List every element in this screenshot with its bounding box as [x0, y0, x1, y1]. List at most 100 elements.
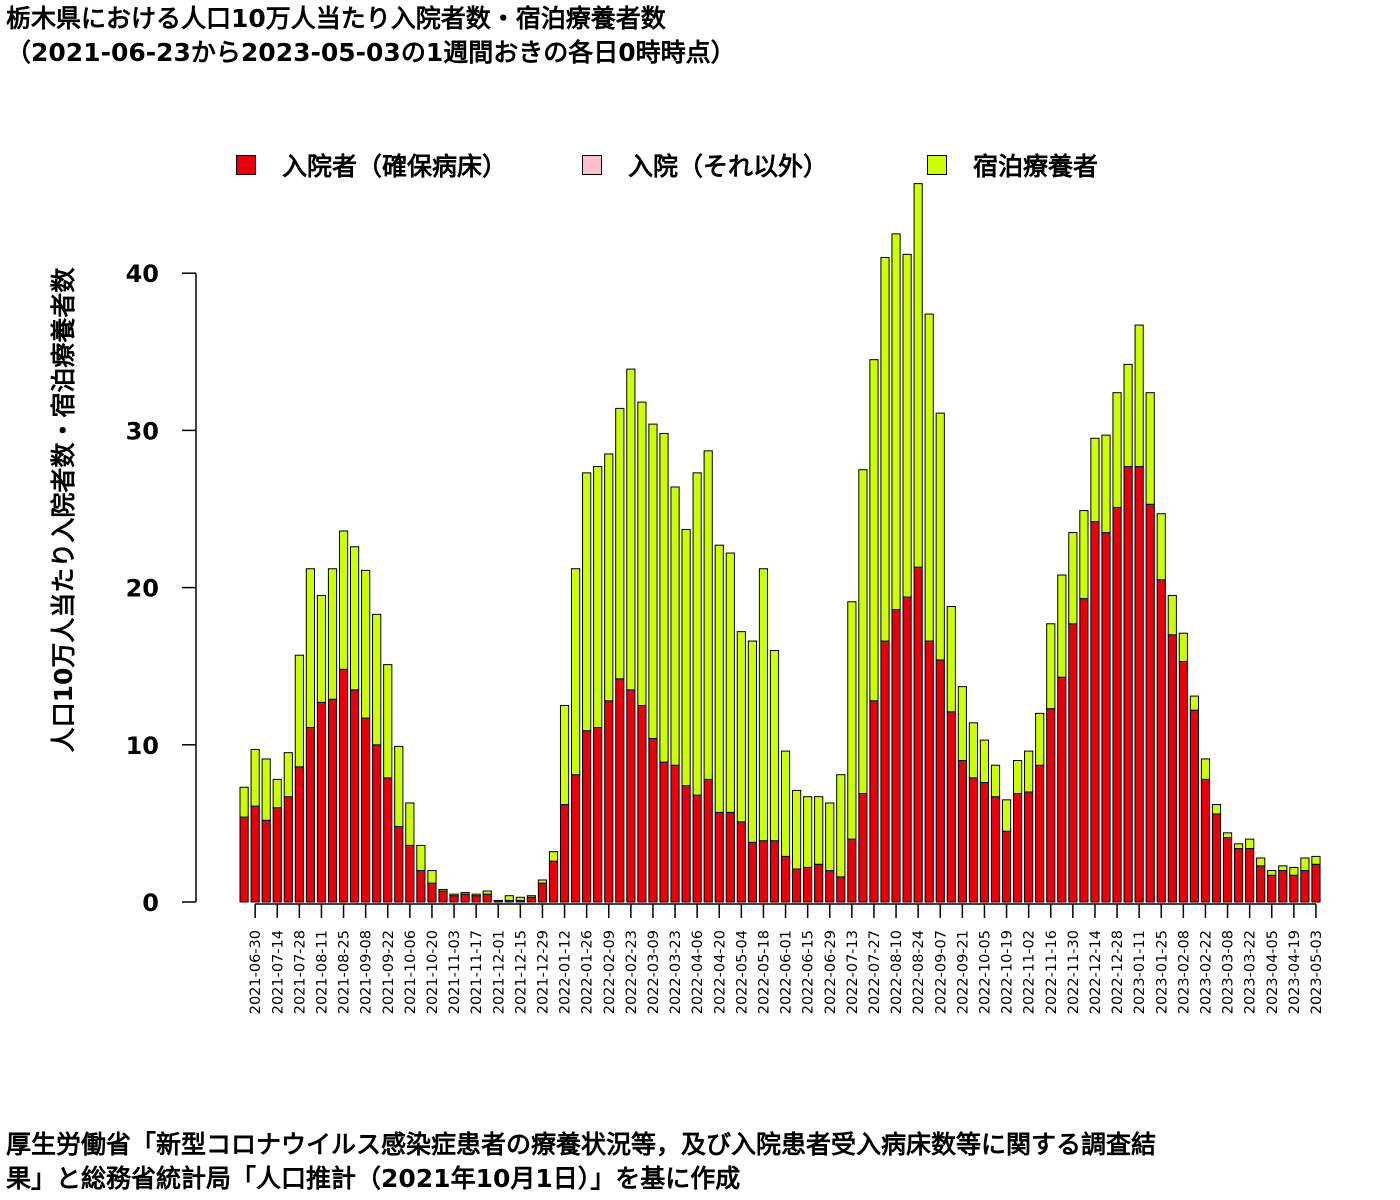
bar-segment-secured-beds-2023-02-22	[1200, 778, 1211, 903]
bar-segment-secured-beds-2021-06-30	[250, 805, 260, 903]
x-tick-label-2021-08-11: 2021-08-11	[314, 930, 330, 1014]
bar-segment-secured-beds-2021-09-01	[350, 689, 360, 903]
bar-segment-secured-beds-2021-12-29	[537, 882, 548, 903]
bar-segment-hotel-care-2023-03-01	[1211, 804, 1222, 815]
bar-segment-hotel-care-2021-11-10	[460, 892, 470, 895]
bar-segment-secured-beds-2023-03-29	[1256, 865, 1266, 903]
bar-segment-secured-beds-2023-04-26	[1300, 870, 1310, 903]
x-axis: 2021-06-30 2021-07-14 2021-07-28 2021-08-11…	[248, 903, 1325, 1014]
x-tick-label-2021-11-03: 2021-11-03	[447, 930, 463, 1014]
bar-segment-hotel-care-2021-12-22	[526, 895, 536, 898]
bar-segment-hotel-care-2023-04-12	[1278, 865, 1288, 872]
bar-segment-secured-beds-2022-01-26	[582, 730, 592, 903]
bar-segment-hotel-care-2023-01-25	[1156, 513, 1166, 581]
bar-segment-secured-beds-2023-01-18	[1145, 503, 1155, 903]
bar-segment-hotel-care-2022-11-02	[1024, 750, 1034, 793]
x-tick-label-2022-10-05: 2022-10-05	[977, 930, 993, 1014]
bar-segment-secured-beds-2022-01-05	[548, 860, 559, 903]
x-tick-label-2022-03-23: 2022-03-23	[668, 930, 684, 1014]
x-tick-label-2023-02-22: 2023-02-22	[1198, 930, 1214, 1014]
bar-segment-secured-beds-2022-02-23	[626, 689, 636, 903]
bar-segment-secured-beds-2023-05-03	[1311, 863, 1321, 903]
x-tick-label-2021-09-08: 2021-09-08	[359, 930, 375, 1014]
bar-segment-hotel-care-2023-03-29	[1256, 857, 1266, 867]
bar-segment-hotel-care-2022-06-01	[780, 750, 791, 857]
bar-segment-hotel-care-2021-11-03	[449, 893, 459, 897]
bar-segment-hotel-care-2022-11-16	[1046, 623, 1056, 710]
bar-segment-secured-beds-2021-11-03	[449, 895, 459, 903]
bar-segment-secured-beds-2022-06-22	[814, 863, 824, 903]
bar-segment-secured-beds-2022-02-02	[593, 727, 603, 903]
bar-segment-hotel-care-2022-05-11	[747, 640, 757, 843]
x-tick-label-2022-11-30: 2022-11-30	[1066, 930, 1082, 1014]
bar-segment-secured-beds-2022-04-27	[725, 811, 735, 903]
bar-segment-secured-beds-2023-03-01	[1211, 813, 1222, 903]
bar-segment-hotel-care-2022-02-16	[615, 407, 625, 680]
bar-segment-hotel-care-2021-07-21	[283, 752, 293, 798]
x-tick-label-2022-08-10: 2022-08-10	[889, 930, 905, 1014]
bar-segment-secured-beds-2022-02-16	[615, 678, 625, 903]
bar-segment-secured-beds-2022-05-11	[747, 841, 757, 903]
bar-segment-secured-beds-2023-04-12	[1278, 870, 1288, 903]
bar-segment-secured-beds-2023-03-22	[1245, 848, 1255, 903]
bar-segment-hotel-care-2021-08-04	[305, 568, 315, 729]
bar-segment-secured-beds-2022-11-30	[1068, 623, 1078, 903]
bar-segment-secured-beds-2021-08-04	[305, 727, 315, 903]
bar-segment-secured-beds-2022-10-26	[1013, 793, 1023, 903]
bar-segment-secured-beds-2022-09-28	[968, 777, 978, 903]
bar-segment-secured-beds-2022-12-07	[1079, 598, 1089, 903]
bar-segment-hotel-care-2022-03-16	[659, 433, 669, 763]
bar-segment-secured-beds-2022-06-08	[792, 868, 802, 903]
bar-segment-secured-beds-2022-09-14	[946, 711, 956, 903]
bar-segment-secured-beds-2021-07-14	[272, 807, 282, 903]
bar-segment-hotel-care-2022-07-06	[836, 774, 846, 878]
bar-segment-hotel-care-2022-10-05	[979, 739, 990, 784]
bar-segment-secured-beds-2021-12-01	[493, 899, 503, 903]
bar-segment-hotel-care-2022-02-02	[593, 466, 603, 729]
x-tick-label-2022-10-19: 2022-10-19	[1000, 930, 1016, 1014]
bar-segment-secured-beds-2022-08-17	[902, 596, 912, 903]
bar-segment-hotel-care-2022-04-13	[703, 450, 713, 780]
bar-segment-secured-beds-2022-12-28	[1112, 506, 1122, 903]
bar-segment-hotel-care-2022-12-14	[1090, 437, 1100, 523]
chart-title: 栃木県における人口10万人当たり入院者数・宿泊療養者数 （2021-06-23か…	[6, 2, 736, 70]
bar-segment-secured-beds-2023-02-01	[1167, 634, 1177, 903]
bar-segment-secured-beds-2021-11-17	[471, 895, 481, 903]
x-tick-label-2022-09-21: 2022-09-21	[955, 930, 971, 1014]
bar-segment-hotel-care-2022-08-03	[880, 256, 890, 642]
bar-segment-secured-beds-2022-03-30	[681, 785, 691, 903]
bar-segment-secured-beds-2021-11-10	[460, 893, 470, 903]
bar-segment-secured-beds-2021-07-07	[261, 819, 271, 903]
bar-segment-secured-beds-2021-09-29	[394, 826, 404, 903]
bar-segment-secured-beds-2023-04-19	[1289, 874, 1299, 903]
bar-segment-hotel-care-2022-03-02	[637, 401, 647, 706]
bar-segment-hotel-care-2022-08-24	[913, 183, 923, 568]
x-tick-label-2021-12-15: 2021-12-15	[513, 930, 529, 1014]
x-tick-label-2022-02-23: 2022-02-23	[624, 930, 640, 1014]
bar-segment-secured-beds-2022-11-09	[1035, 764, 1045, 903]
y-axis: 0 10 20 30 40	[126, 260, 197, 917]
bar-segment-secured-beds-2023-02-08	[1178, 660, 1188, 903]
bar-segment-hotel-care-2023-05-03	[1311, 855, 1321, 865]
bar-segment-secured-beds-2021-12-22	[526, 896, 536, 903]
bar-segment-secured-beds-2022-11-02	[1024, 791, 1034, 903]
bar-segment-hotel-care-2023-04-26	[1300, 857, 1310, 872]
bar-segment-secured-beds-2022-01-19	[571, 774, 581, 903]
stacked-bar-chart: 0 10 20 30 40 2021-06-30 2021-07-14 2021-07-28…	[126, 183, 1325, 1014]
x-tick-label-2021-09-22: 2021-09-22	[381, 930, 397, 1014]
bar-segment-secured-beds-2021-10-20	[427, 882, 437, 903]
bar-segment-hotel-care-2023-03-08	[1222, 832, 1233, 839]
bar-segment-hotel-care-2021-07-28	[294, 654, 304, 768]
bar-segment-hotel-care-2021-09-01	[350, 546, 360, 691]
x-tick-label-2022-01-26: 2022-01-26	[580, 930, 596, 1014]
bar-segment-hotel-care-2021-09-22	[383, 664, 393, 779]
bar-segment-secured-beds-2021-07-21	[283, 796, 293, 903]
x-tick-label-2022-12-28: 2022-12-28	[1110, 930, 1126, 1014]
bar-segment-hotel-care-2022-11-23	[1057, 574, 1067, 678]
y-tick-label-40: 40	[126, 260, 159, 288]
legend-swatch-hotel-care	[927, 155, 947, 175]
legend-swatch-other-hospital	[582, 155, 602, 175]
bar-segment-secured-beds-2023-03-15	[1234, 848, 1244, 903]
x-tick-label-2022-11-02: 2022-11-02	[1022, 930, 1038, 1014]
bar-segment-hotel-care-2022-02-09	[604, 453, 614, 702]
